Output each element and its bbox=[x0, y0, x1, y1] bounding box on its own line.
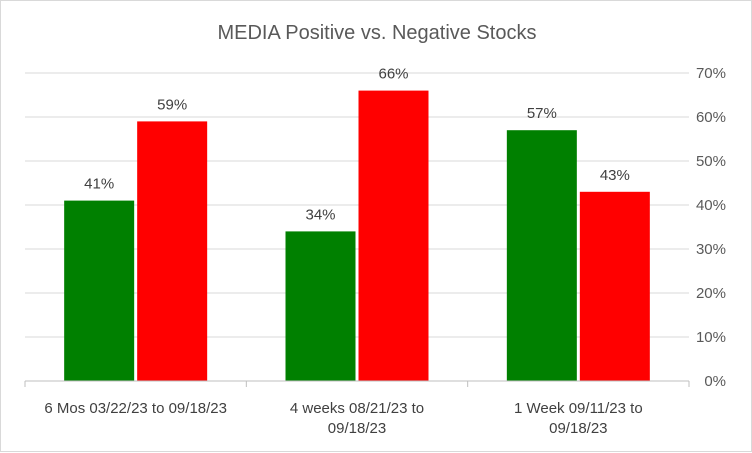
data-label: 59% bbox=[157, 96, 187, 113]
x-category-label: 09/18/23 bbox=[549, 420, 607, 437]
x-category-label: 4 weeks 08/21/23 to bbox=[290, 400, 424, 417]
y-tick-label: 30% bbox=[696, 241, 726, 258]
gridlines bbox=[25, 72, 689, 338]
bar-positive bbox=[506, 130, 577, 381]
bar-negative bbox=[137, 121, 208, 382]
bars bbox=[64, 90, 650, 382]
axes: 0% 10% 20% 30% 40% 50% 60% 70% 6 Mos 03/22/23 to… bbox=[24, 65, 726, 437]
y-tick-label: 0% bbox=[704, 373, 726, 390]
data-labels: 41% 59% 34% 66% 57% 43% bbox=[84, 66, 630, 224]
y-tick-label: 10% bbox=[696, 329, 726, 346]
data-label: 66% bbox=[378, 66, 408, 83]
bar-positive bbox=[64, 200, 135, 381]
y-tick-label: 40% bbox=[696, 197, 726, 214]
y-tick-label: 70% bbox=[696, 65, 726, 82]
bar-negative bbox=[358, 90, 429, 381]
bar-negative bbox=[579, 191, 650, 381]
y-tick-label: 20% bbox=[696, 285, 726, 302]
bar-positive bbox=[285, 231, 356, 381]
data-label: 57% bbox=[527, 105, 557, 122]
chart-title: MEDIA Positive vs. Negative Stocks bbox=[217, 22, 536, 44]
data-label: 43% bbox=[600, 167, 630, 184]
y-tick-label: 60% bbox=[696, 109, 726, 126]
x-category-label: 1 Week 09/11/23 to bbox=[514, 400, 643, 417]
x-category-label: 6 Mos 03/22/23 to 09/18/23 bbox=[44, 400, 227, 417]
data-label: 34% bbox=[305, 206, 335, 223]
y-tick-label: 50% bbox=[696, 153, 726, 170]
x-category-label: 09/18/23 bbox=[328, 420, 386, 437]
data-label: 41% bbox=[84, 176, 114, 193]
